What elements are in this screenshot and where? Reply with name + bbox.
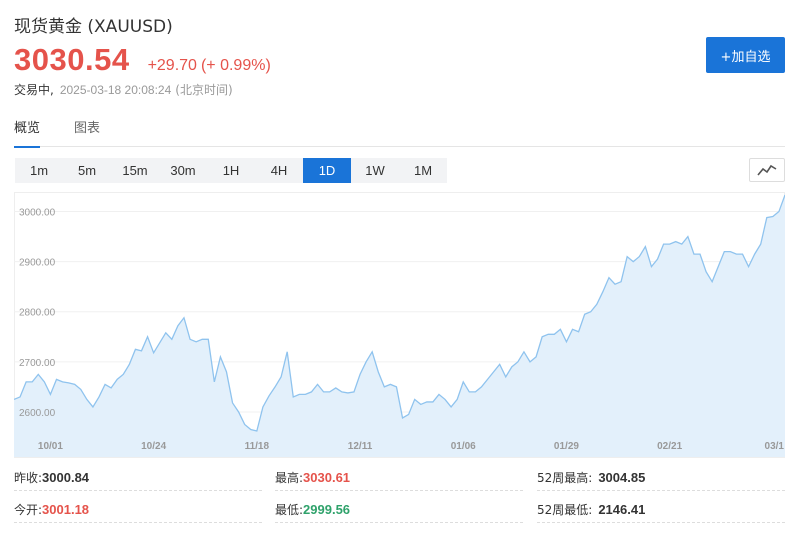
period-1h[interactable]: 1H xyxy=(222,163,240,178)
y-tick-label: 2800.00 xyxy=(19,308,56,319)
stat-label: 52周最低: xyxy=(537,503,593,517)
stat-prev-close: 昨收: 3000.84 xyxy=(14,465,262,491)
stat-label: 最高: xyxy=(275,471,304,485)
period-30m[interactable]: 30m xyxy=(170,163,196,178)
stat-high: 最高: 3030.61 xyxy=(275,465,523,491)
x-tick-label: 11/18 xyxy=(245,441,270,452)
stat-value: 3001.18 xyxy=(42,502,90,517)
period-5m[interactable]: 5m xyxy=(77,163,97,178)
period-15m[interactable]: 15m xyxy=(122,163,148,178)
tab-bar: 概览 图表 xyxy=(14,119,785,148)
x-tick-label: 12/11 xyxy=(348,441,373,452)
price-area xyxy=(14,195,785,457)
y-tick-label: 2600.00 xyxy=(19,408,56,419)
stat-value: 3004.85 xyxy=(598,470,646,485)
period-1w[interactable]: 1W xyxy=(365,163,385,178)
price-row: 3030.54 +29.70 (+ 0.99%) xyxy=(14,42,271,78)
x-tick-label: 10/01 xyxy=(38,441,63,452)
stat-label: 今开: xyxy=(14,503,43,517)
stat-value: 3030.61 xyxy=(303,470,351,485)
stat-low-52w: 52周最低: 2146.41 xyxy=(537,497,785,523)
last-price: 3030.54 xyxy=(14,42,130,77)
tab-overview[interactable]: 概览 xyxy=(14,119,41,148)
y-tick-label: 2700.00 xyxy=(19,358,56,369)
price-chart[interactable]: 3000.00 2900.00 2800.00 2700.00 2600.00 10/01… xyxy=(14,192,785,458)
chart-type-button[interactable] xyxy=(749,158,785,182)
y-tick-label: 2900.00 xyxy=(19,258,56,269)
stat-low: 最低: 2999.56 xyxy=(275,497,523,523)
x-tick-label: 02/21 xyxy=(657,441,682,452)
stat-label: 最低: xyxy=(275,503,304,517)
period-selector: 1m 5m 15m 30m 1H 4H 1D 1W 1M xyxy=(15,158,447,183)
price-line xyxy=(14,194,785,432)
price-change: +29.70 xyxy=(147,57,197,74)
period-1mo[interactable]: 1M xyxy=(413,163,433,178)
stat-label: 52周最高: xyxy=(537,471,593,485)
period-1d[interactable]: 1D xyxy=(303,158,351,183)
tab-chart[interactable]: 图表 xyxy=(74,121,101,136)
status-text: 交易中, xyxy=(14,83,54,97)
stat-value: 2999.56 xyxy=(303,502,351,517)
price-change-pct: (+ 0.99%) xyxy=(200,57,271,74)
x-tick-label: 01/06 xyxy=(451,441,476,452)
timezone: (北京时间) xyxy=(175,83,233,97)
timestamp: 2025-03-18 20:08:24 xyxy=(59,83,172,97)
stat-value: 2146.41 xyxy=(598,502,646,517)
instrument-title: 现货黄金 (XAUUSD) xyxy=(14,12,173,37)
x-tick-label: 03/1 xyxy=(765,441,785,452)
stat-open: 今开: 3001.18 xyxy=(14,497,262,523)
period-4h[interactable]: 4H xyxy=(270,163,288,178)
instrument-symbol: (XAUUSD) xyxy=(87,17,173,37)
stat-high-52w: 52周最高: 3004.85 xyxy=(537,465,785,491)
line-chart-icon xyxy=(757,164,777,176)
stat-label: 昨收: xyxy=(14,471,43,485)
stat-value: 3000.84 xyxy=(42,470,90,485)
x-tick-label: 01/29 xyxy=(554,441,579,452)
y-tick-label: 3000.00 xyxy=(19,208,56,219)
trading-status: 交易中, 2025-03-18 20:08:24 (北京时间) xyxy=(14,81,233,98)
period-1m[interactable]: 1m xyxy=(29,163,49,178)
x-tick-label: 10/24 xyxy=(141,441,166,452)
instrument-name: 现货黄金 xyxy=(14,17,82,37)
add-to-watchlist-button[interactable]: +加自选 xyxy=(706,37,785,73)
